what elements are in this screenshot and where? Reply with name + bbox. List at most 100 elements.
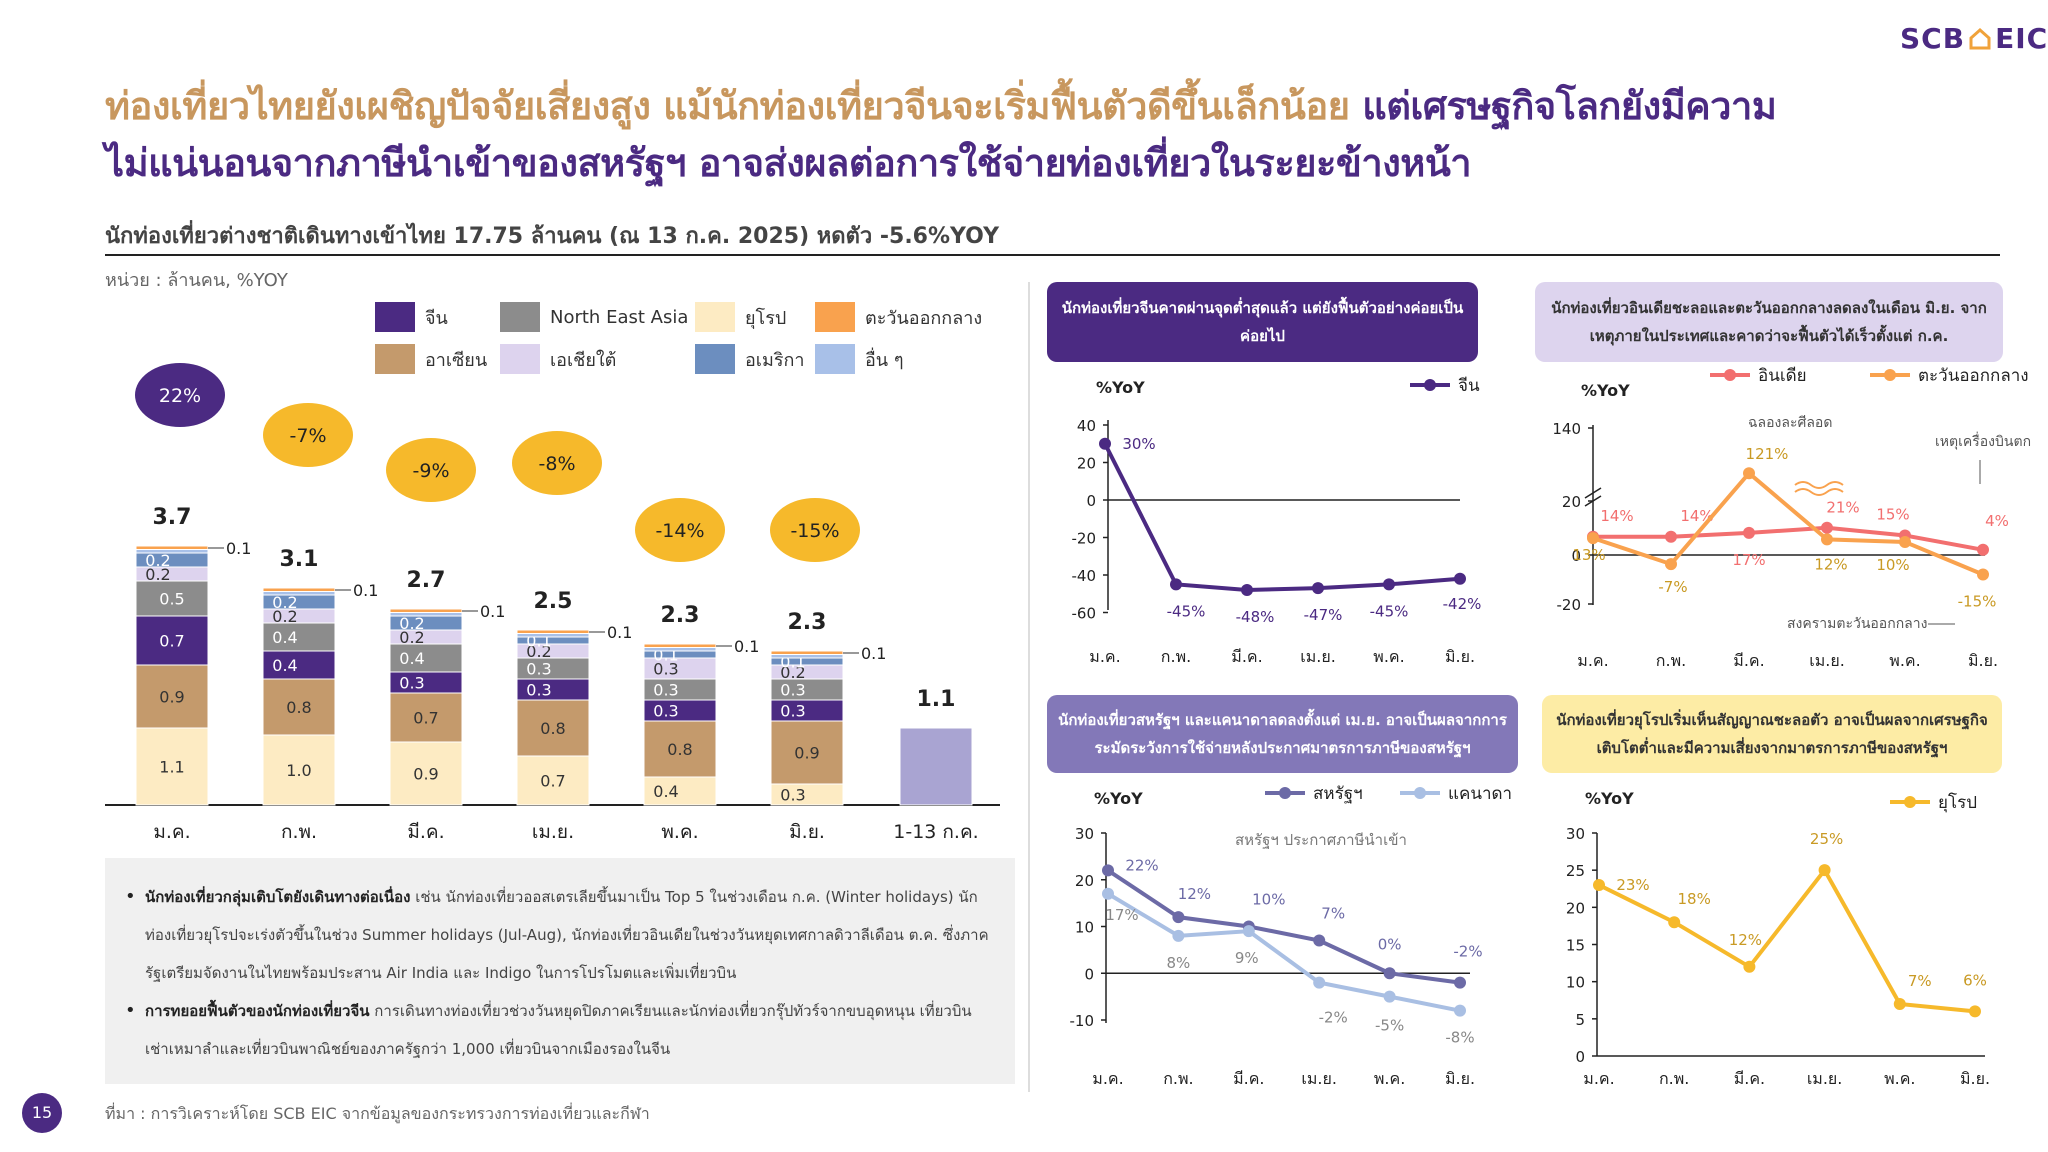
yoy-bubble <box>263 403 353 467</box>
data-label: 12% <box>1814 555 1847 573</box>
bar-data-label: 0.3 <box>653 681 678 700</box>
legend-marker <box>1724 369 1736 381</box>
line-break-mark <box>1794 481 1844 489</box>
bar-segment-me <box>262 587 336 592</box>
x-tick-label: มิ.ย. <box>1445 1069 1475 1088</box>
x-tick-label: ม.ค. <box>153 821 190 843</box>
bar-total-label: 2.3 <box>661 603 700 628</box>
series-line-0 <box>1103 442 1461 593</box>
x-tick-label: มี.ค. <box>1233 1069 1264 1088</box>
bar-data-label: 0.1 <box>861 644 886 663</box>
bar-segment-me <box>389 608 463 613</box>
bar-segment-others <box>262 591 336 596</box>
data-label: -45% <box>1167 602 1206 620</box>
bar-data-label: 0.3 <box>780 681 805 700</box>
y-tick-label: 20 <box>1077 455 1096 473</box>
bar-segment-europe <box>643 776 717 806</box>
data-label: -2% <box>1319 1009 1348 1027</box>
yoy-bubble-label: -7% <box>290 425 327 447</box>
legend-item-me: ตะวันออกกลาง <box>815 302 982 332</box>
data-point <box>1743 467 1755 480</box>
china-yoy-line-chart: %YoY 40 20 0 -20 -40 -60 ม.ค. ก.พ. มี.ค. เม.ย. พ.ค.… <box>1072 376 1482 666</box>
bar-segment-me <box>516 629 590 634</box>
data-label: 13% <box>1572 546 1605 564</box>
bar-data-label: 0.2 <box>399 614 424 633</box>
legend-label: อื่น ๆ <box>865 349 904 371</box>
bar-data-label: 0.2 <box>145 565 170 584</box>
arrivals-stacked-bar-chart: 1.1 1.0 0.9 0.7 0.4 0.3 0.9 0.8 0.7 0.8 0.8 0.9 0.7 0… <box>105 363 1000 843</box>
x-tick-label: มี.ค. <box>1734 1069 1765 1088</box>
unit-label: หน่วย : ล้านคน, %YOY <box>105 270 288 291</box>
data-point <box>1893 997 1906 1010</box>
data-label: 12% <box>1178 885 1211 903</box>
y-tick-label: 5 <box>1575 1011 1585 1029</box>
legend-swatch <box>815 302 855 332</box>
y-axis-title: %YoY <box>1094 789 1143 808</box>
bar-segment-nea <box>389 643 463 673</box>
data-label: 22% <box>1125 856 1158 874</box>
bar-data-label: 0.8 <box>667 740 692 759</box>
data-point <box>1313 934 1326 947</box>
legend-swatch <box>375 302 415 332</box>
y-tick-label: 20 <box>1566 899 1585 917</box>
data-point <box>1818 864 1831 877</box>
legend-label: สหรัฐฯ <box>1313 784 1363 804</box>
data-label: 21% <box>1826 499 1859 517</box>
title-part-1: ท่องเที่ยวไทยยังเผชิญปัจจัยเสี่ยงสูง แม้… <box>105 84 1350 128</box>
x-tick-label: ม.ค. <box>1577 651 1608 670</box>
y-tick-label: 140 <box>1552 420 1581 438</box>
bar-data-label: 0.1 <box>353 581 378 600</box>
bar-data-label: 0.4 <box>653 782 678 801</box>
x-tick-label: ม.ค. <box>1583 1069 1614 1088</box>
legend-item-nea: North East Asia <box>500 302 688 332</box>
line-break-mark <box>1794 488 1844 496</box>
bar-data-label: 0.3 <box>526 681 551 700</box>
logo-text-right: EIC <box>1995 22 2048 55</box>
data-label: 17% <box>1732 551 1765 569</box>
bar-data-label: 0.8 <box>540 719 565 738</box>
series-line-1 <box>1592 470 1984 577</box>
legend-label: North East Asia <box>550 306 689 328</box>
bar-segment-latest <box>899 727 973 806</box>
bullet-item: • การทยอยฟื้นตัวของนักท่องเที่ยวจีน การเ… <box>125 992 995 1068</box>
legend-marker <box>1884 369 1896 381</box>
y-tick-label: -60 <box>1072 605 1097 623</box>
legend-marker <box>1279 787 1291 799</box>
x-tick-label: มิ.ย. <box>1445 647 1475 666</box>
legend-label: แคนาดา <box>1448 784 1512 804</box>
data-label: -8% <box>1445 1029 1474 1047</box>
bar-data-label: 0.3 <box>399 674 424 693</box>
legend-swatch <box>375 344 415 374</box>
x-tick-label: พ.ค. <box>1373 647 1404 666</box>
y-tick-label: -10 <box>1070 1012 1095 1030</box>
bar-segment-europe <box>516 755 590 806</box>
chart-subtitle: นักท่องเที่ยวต่างชาติเดินทางเข้าไทย 17.7… <box>105 224 1000 249</box>
y-tick-label: -40 <box>1072 567 1097 585</box>
bar-data-label: 0.4 <box>272 628 297 647</box>
yoy-bubble <box>386 438 476 502</box>
axis-break-mark <box>1584 487 1602 499</box>
title-part-2: แต่เศรษฐกิจโลกยังมีความ <box>1362 84 1777 128</box>
bar-total-label: 2.5 <box>534 589 573 614</box>
legend-swatch <box>500 302 540 332</box>
bullet-bold-text: การทยอยฟื้นตัวของนักท่องเที่ยวจีน <box>145 1002 370 1020</box>
bar-total-label: 3.1 <box>280 547 319 572</box>
y-tick-label: 10 <box>1075 919 1094 937</box>
x-tick-label: ก.พ. <box>1161 647 1191 666</box>
data-label: -45% <box>1370 602 1409 620</box>
data-point <box>1821 533 1833 546</box>
data-label: 10% <box>1252 891 1285 909</box>
bar-total-label: 1.1 <box>917 687 956 712</box>
data-point <box>1313 976 1326 989</box>
data-label: 30% <box>1122 435 1155 453</box>
legend-label: จีน <box>1458 376 1480 396</box>
panel-divider <box>1028 282 1030 1092</box>
x-tick-label: พ.ค. <box>1889 651 1920 670</box>
bullet-bold-text: นักท่องเที่ยวกลุ่มเติบโตยังเดินทางต่อเนื… <box>145 888 411 906</box>
data-point <box>1587 532 1599 545</box>
bar-segment-others <box>135 549 209 554</box>
bar-data-label: 0.5 <box>159 590 184 609</box>
india-me-yoy-line-chart: %YoY 140 20 0 -20 ม.ค. ก.พ. มี.ค. เม.ย. พ.ค. มิ.ย.… <box>1552 366 2031 670</box>
legend-marker <box>1904 796 1916 808</box>
